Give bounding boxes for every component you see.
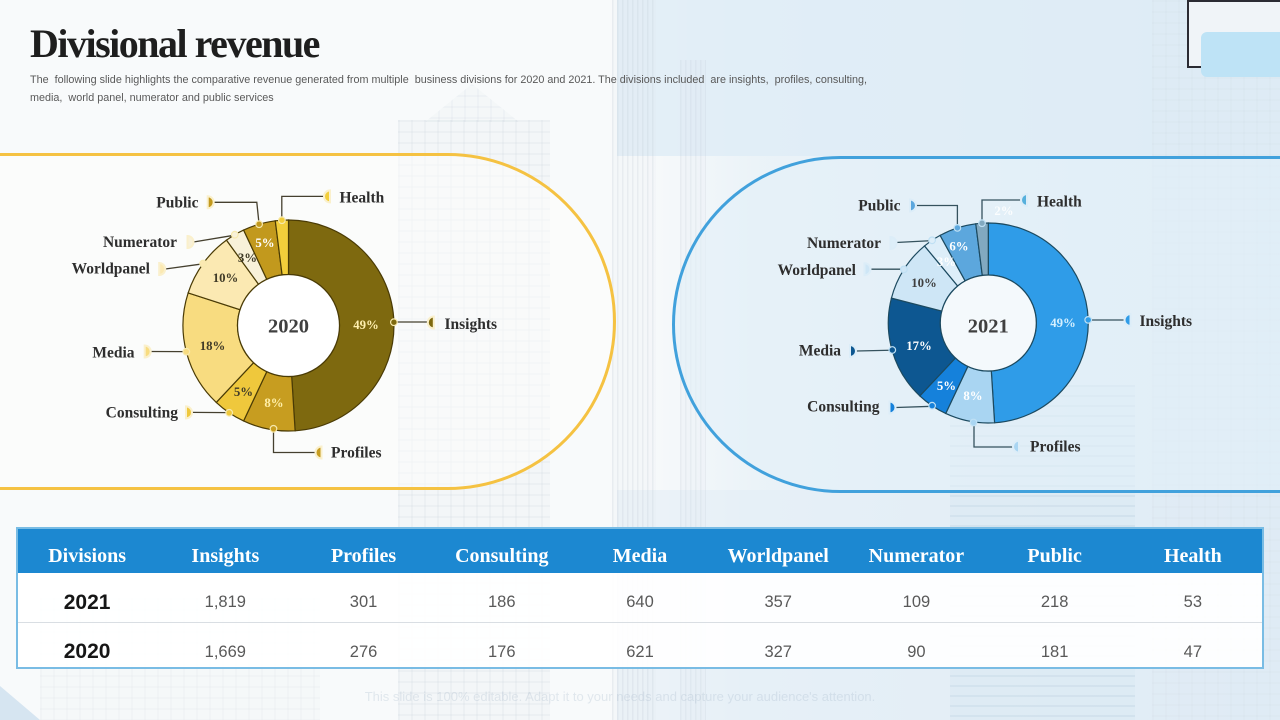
svg-text:Media: Media: [92, 345, 134, 362]
svg-text:Profiles: Profiles: [1030, 439, 1081, 456]
svg-text:Consulting: Consulting: [106, 405, 179, 422]
svg-text:18%: 18%: [200, 339, 226, 353]
svg-text:2020: 2020: [268, 316, 309, 338]
svg-text:Insights: Insights: [1140, 313, 1193, 330]
svg-text:Worldpanel: Worldpanel: [778, 262, 857, 279]
svg-text:10%: 10%: [213, 271, 239, 285]
svg-text:5%: 5%: [234, 385, 253, 399]
svg-text:Numerator: Numerator: [103, 234, 177, 251]
svg-text:3%: 3%: [937, 255, 956, 269]
svg-text:5%: 5%: [255, 236, 274, 250]
svg-text:Numerator: Numerator: [807, 235, 881, 252]
svg-text:17%: 17%: [906, 339, 932, 353]
svg-text:Public: Public: [156, 194, 198, 211]
svg-text:Health: Health: [1037, 194, 1082, 211]
svg-text:2021: 2021: [968, 316, 1009, 338]
svg-text:8%: 8%: [264, 396, 283, 410]
svg-text:8%: 8%: [963, 389, 982, 403]
svg-text:Insights: Insights: [445, 316, 498, 333]
svg-text:Health: Health: [340, 189, 385, 206]
svg-text:Media: Media: [799, 343, 841, 360]
svg-text:2%: 2%: [994, 204, 1013, 218]
svg-text:Public: Public: [858, 198, 900, 215]
svg-text:3%: 3%: [238, 251, 257, 265]
svg-text:6%: 6%: [949, 240, 968, 254]
svg-text:Worldpanel: Worldpanel: [72, 261, 151, 278]
svg-text:49%: 49%: [353, 318, 379, 332]
svg-text:Consulting: Consulting: [807, 399, 880, 416]
svg-text:5%: 5%: [937, 379, 956, 393]
svg-text:49%: 49%: [1050, 316, 1076, 330]
svg-text:10%: 10%: [911, 276, 937, 290]
svg-text:Profiles: Profiles: [331, 445, 382, 462]
